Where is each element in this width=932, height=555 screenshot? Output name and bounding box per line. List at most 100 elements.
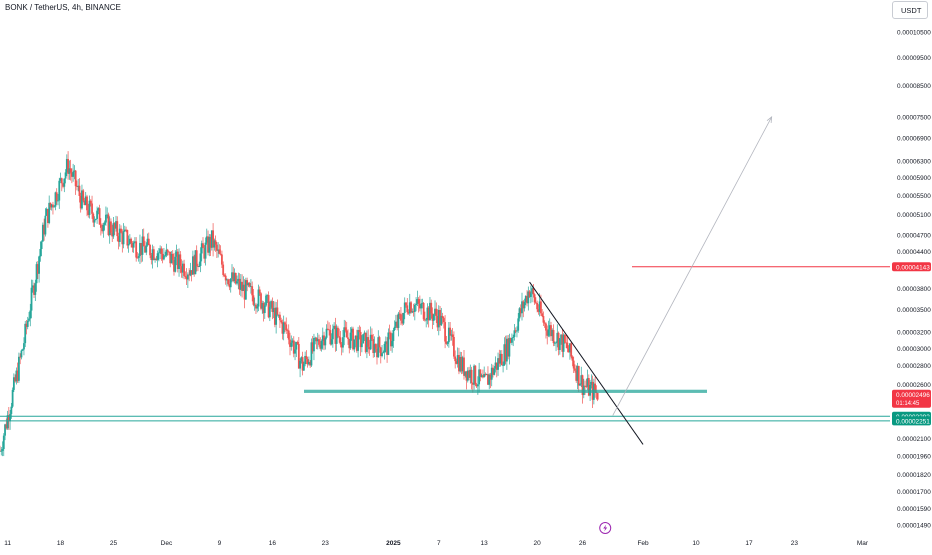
price-tick-label: 0.00005500 — [897, 193, 931, 200]
candle-body — [20, 350, 23, 358]
current-price-label: 0.00002496 — [896, 392, 930, 399]
candle-body — [401, 320, 404, 324]
candle-body — [550, 325, 552, 337]
candle-body — [432, 314, 435, 321]
candle-body — [484, 373, 487, 375]
candle-body — [68, 168, 71, 174]
candle-body — [517, 318, 520, 331]
candle-body — [305, 355, 308, 360]
price-tick-label: 0.00003800 — [897, 286, 931, 293]
current-price-label-bg — [892, 389, 931, 408]
candle-body — [152, 249, 155, 260]
candle-body — [398, 313, 401, 315]
candle-body — [555, 342, 557, 344]
downtrend-line[interactable] — [529, 281, 644, 445]
candle-body — [541, 313, 544, 317]
candle-body — [418, 303, 421, 309]
candle-body — [299, 360, 301, 369]
candle-body — [31, 285, 34, 288]
candle-body — [371, 334, 373, 340]
candle-body — [455, 361, 458, 364]
candles — [0, 151, 599, 457]
candle-body — [150, 255, 153, 260]
candle-body — [416, 299, 419, 304]
candle-body — [198, 265, 201, 267]
candle-body — [431, 313, 434, 321]
price-tick-label: 0.00007500 — [897, 114, 931, 121]
candle-body — [0, 450, 3, 452]
candle-body — [354, 335, 357, 340]
candle-body — [503, 344, 506, 366]
candle-body — [488, 374, 491, 385]
candle-body — [441, 315, 444, 319]
candle-body — [526, 295, 528, 304]
candle-body — [362, 334, 365, 344]
candle-body — [267, 295, 270, 318]
currency-button[interactable]: USDT — [892, 1, 928, 19]
candle-body — [212, 230, 214, 248]
candle-body — [565, 342, 568, 344]
projection-arrow[interactable] — [612, 116, 773, 416]
candle-body — [321, 335, 324, 342]
candle-body — [290, 342, 293, 347]
candle-body — [469, 369, 472, 378]
candle-body — [151, 249, 154, 260]
candle-body — [251, 286, 254, 296]
candle-body — [464, 371, 467, 376]
candle-body — [359, 331, 362, 348]
candle-body — [16, 370, 19, 381]
candle-body — [389, 332, 392, 347]
candle-body — [499, 353, 502, 364]
candle-body — [407, 312, 410, 314]
candle-body — [130, 238, 133, 244]
candle-body — [328, 329, 330, 331]
candle-body — [174, 256, 177, 272]
candle-body — [579, 384, 581, 386]
candle-body — [270, 301, 272, 308]
candle-body — [518, 308, 521, 319]
candle-body — [238, 278, 241, 290]
candle-body — [347, 337, 349, 339]
candle-body — [364, 332, 367, 352]
candle-body — [99, 224, 102, 228]
candle-body — [272, 307, 275, 312]
candle-body — [193, 256, 196, 275]
candle-body — [214, 240, 217, 245]
candle-body — [497, 358, 499, 370]
time-axis[interactable]: 11 18 25 Dec 9 16 23 2025 7 13 20 26 Feb 10 17 23 Mar — [4, 540, 869, 547]
candle-body — [426, 307, 429, 320]
candle-body — [306, 359, 309, 365]
candle-body — [111, 232, 114, 237]
candle-body — [567, 348, 570, 353]
candle-body — [571, 356, 574, 361]
candle-body — [127, 244, 130, 246]
candle-body — [40, 241, 43, 249]
candle-body — [204, 242, 207, 259]
candle-body — [379, 347, 382, 357]
candle-body — [570, 343, 573, 357]
candle-body — [43, 224, 46, 235]
candle-body — [11, 389, 14, 407]
candle-body — [183, 263, 185, 276]
candle-body — [257, 289, 260, 307]
support-zone-line[interactable] — [304, 389, 707, 393]
candle-body — [383, 343, 386, 353]
time-tick-label: 23 — [322, 540, 330, 547]
candle-body — [521, 301, 523, 314]
time-tick-label: 9 — [218, 540, 222, 547]
candle-body — [244, 280, 247, 300]
price-axis[interactable]: 0.00010500 0.00009500 0.00008500 0.00007500… — [897, 30, 931, 530]
candle-body — [125, 229, 127, 231]
candle-body — [461, 357, 464, 372]
candle-body — [231, 272, 233, 279]
candle-body — [157, 252, 160, 254]
support-price-label-2-bg — [892, 416, 931, 426]
candle-body — [156, 253, 159, 260]
candle-body — [406, 305, 409, 313]
candle-body — [494, 362, 497, 369]
candle-body — [170, 253, 173, 264]
candle-body — [50, 204, 53, 208]
candle-body — [49, 202, 52, 208]
